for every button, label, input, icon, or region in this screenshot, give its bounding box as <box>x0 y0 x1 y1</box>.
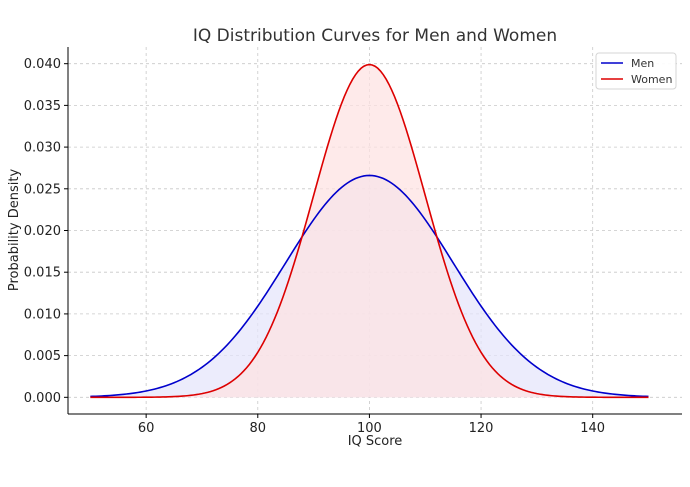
y-axis-ticks: 0.000 0.005 0.010 0.015 0.020 0.025 0.030 0.035… <box>24 57 68 406</box>
distribution-lines <box>90 63 649 399</box>
men-density-line <box>90 174 649 398</box>
x-tick-label-2: 100 <box>357 421 382 436</box>
y-tick-label-1: 0.005 <box>24 349 61 364</box>
legend-label-women: Women <box>631 73 672 86</box>
y-tick-label-2: 0.010 <box>24 307 61 322</box>
y-tick-label-7: 0.035 <box>24 99 61 114</box>
y-tick-label-6: 0.030 <box>24 141 61 156</box>
y-tick-label-8: 0.040 <box>24 57 61 72</box>
y-tick-label-0: 0.000 <box>24 391 61 406</box>
y-tick-label-5: 0.025 <box>24 182 61 197</box>
x-axis-ticks: 60 80 100 120 140 <box>138 414 605 436</box>
legend-label-men: Men <box>631 57 654 70</box>
x-tick-label-3: 120 <box>469 421 494 436</box>
x-tick-label-1: 80 <box>250 421 267 436</box>
x-tick-label-0: 60 <box>138 421 155 436</box>
legend-box <box>595 52 677 90</box>
x-tick-label-4: 140 <box>580 421 605 436</box>
y-axis-label: Probability Density <box>7 169 22 292</box>
legend: Men Women <box>595 52 677 90</box>
x-axis-label: IQ Score <box>348 434 403 449</box>
distribution-fills <box>90 64 649 398</box>
chart-title: IQ Distribution Curves for Men and Women <box>193 26 557 46</box>
women-area-fill <box>90 64 649 398</box>
women-density-line <box>90 63 649 399</box>
y-tick-label-4: 0.020 <box>24 224 61 239</box>
y-tick-label-3: 0.015 <box>24 266 61 281</box>
